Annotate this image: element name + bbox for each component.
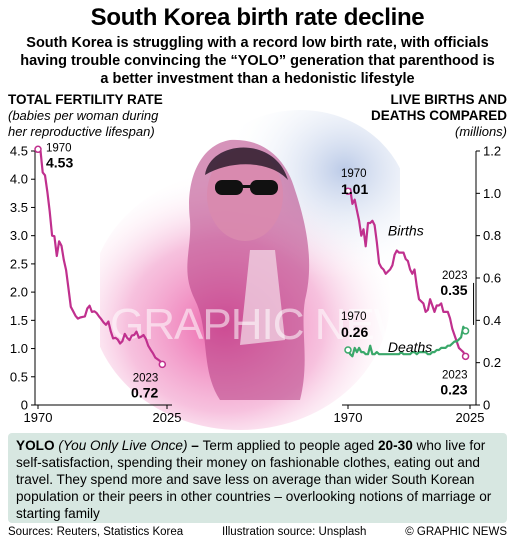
deaths-start-point <box>344 346 352 354</box>
deaths-series-label: Deaths <box>388 339 432 355</box>
births-annotation-value: 1.01 <box>341 181 368 197</box>
info-term: YOLO <box>16 438 55 453</box>
deaths-annotation-year: 2023 <box>442 270 468 282</box>
births-annotation-year: 2023 <box>442 369 468 381</box>
fertility-x-tick-label: 1970 <box>24 410 53 425</box>
fertility-annotation-year: 2023 <box>133 372 159 384</box>
fertility-annotation-year: 1970 <box>46 142 72 154</box>
yolo-info-box: YOLO (You Only Live Once) – Term applied… <box>8 433 507 523</box>
fertility-x-tick-label: 2025 <box>153 410 182 425</box>
fertility-y-tick-label: 1.0 <box>10 341 28 356</box>
births-deaths-y-tick-label: 0 <box>483 398 490 413</box>
fertility-chart-subtitle: (babies per woman during her reproductiv… <box>8 108 159 139</box>
credit-text: © GRAPHIC NEWS <box>405 526 507 538</box>
sources-text: Sources: Reuters, Statistics Korea <box>8 526 184 538</box>
fertility-start-point <box>34 145 42 154</box>
births-end-point <box>461 352 470 361</box>
info-term-expansion: (You Only Live Once) <box>58 438 188 453</box>
fertility-y-tick-label: 4.0 <box>10 172 28 187</box>
deaths-annotation-year: 1970 <box>341 311 367 323</box>
births-deaths-y-tick-label: 0.2 <box>483 355 501 370</box>
births-deaths-chart-subtitle: (millions) <box>455 124 507 139</box>
fertility-y-tick-label: 3.0 <box>10 228 28 243</box>
page-title: South Korea birth rate decline <box>90 4 425 31</box>
births-deaths-chart-title: LIVE BIRTHS AND DEATHS COMPARED <box>370 92 507 123</box>
births-annotation-year: 1970 <box>341 168 367 180</box>
fertility-y-tick-label: 2.5 <box>10 256 28 271</box>
births-annotation-value: 0.23 <box>440 381 467 397</box>
fertility-y-tick-label: 4.5 <box>10 144 28 159</box>
fertility-y-tick-label: 1.5 <box>10 313 28 328</box>
deaths-annotation-value: 0.35 <box>440 282 467 298</box>
fertility-annotation-value: 0.72 <box>131 384 158 400</box>
births-deaths-y-tick-label: 1.0 <box>483 186 501 201</box>
fertility-y-tick-label: 3.5 <box>10 200 28 215</box>
births-deaths-y-tick-label: 0.6 <box>483 271 501 286</box>
fertility-y-tick-label: 0 <box>21 398 28 413</box>
info-text-b: who live for self-satisfaction, spending… <box>16 438 492 521</box>
fertility-y-tick-label: 2.0 <box>10 285 28 300</box>
births-deaths-y-tick-label: 0.4 <box>483 313 501 328</box>
fertility-y-tick-label: 0.5 <box>10 369 28 384</box>
illustration-image <box>100 110 400 430</box>
fertility-chart-title: TOTAL FERTILITY RATE <box>8 92 163 107</box>
watermark-text: GRAPHIC NEWS <box>110 300 444 349</box>
births-start-point <box>344 187 352 195</box>
deaths-series-line <box>347 325 467 358</box>
deaths-annotation-value: 0.26 <box>341 324 368 340</box>
deaths-end-point <box>461 327 470 335</box>
illustration-source-text: Illustration source: Unsplash <box>222 526 367 538</box>
births-series-line <box>347 188 467 357</box>
info-dash: – <box>187 438 203 453</box>
births-series-label: Births <box>388 223 424 239</box>
births-deaths-x-tick-label: 1970 <box>334 410 363 425</box>
fertility-end-point <box>158 360 167 369</box>
fertility-annotation-value: 4.53 <box>46 154 73 170</box>
births-deaths-x-tick-label: 2025 <box>456 410 485 425</box>
page-subtitle: South Korea is struggling with a record … <box>20 35 495 87</box>
births-deaths-y-tick-label: 0.8 <box>483 228 501 243</box>
births-deaths-y-tick-label: 1.2 <box>483 144 501 159</box>
fertility-series-line <box>37 147 164 366</box>
info-text-a: Term applied to people aged <box>202 438 378 453</box>
info-age-range: 20-30 <box>377 438 413 453</box>
